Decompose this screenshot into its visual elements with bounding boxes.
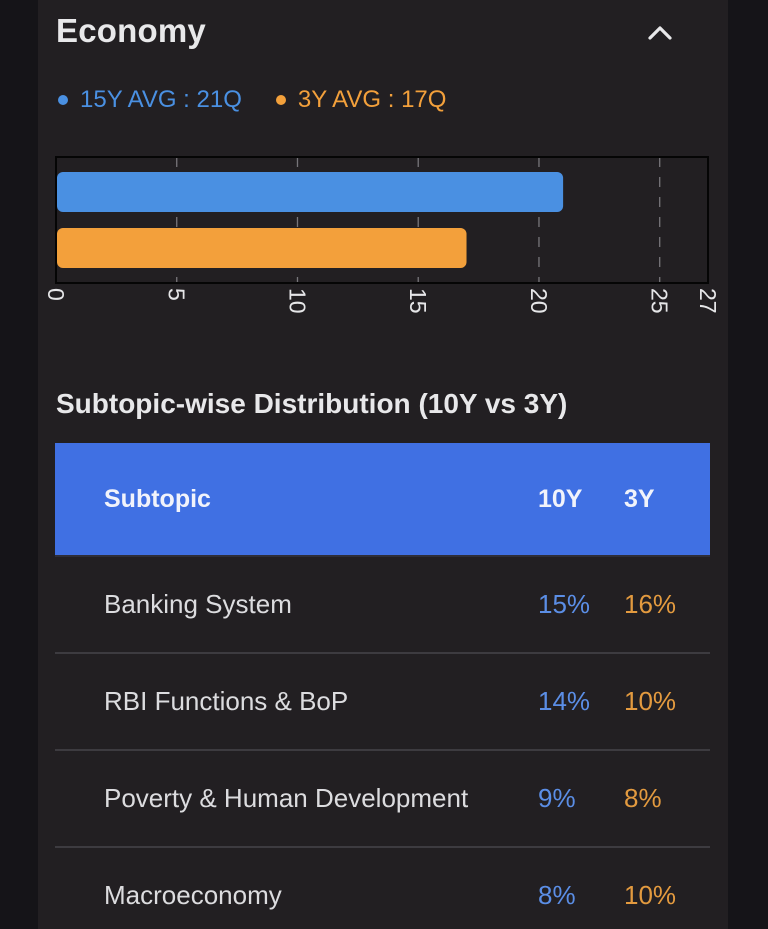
- tick-label: 25: [647, 288, 673, 314]
- row-10y-value: 14%: [538, 686, 591, 716]
- bar-15y-avg: [57, 172, 564, 212]
- tick-label: 0: [43, 288, 69, 301]
- legend-item-15y: 15Y AVG : 21Q: [58, 86, 242, 114]
- header-subtopic: Subtopic: [104, 484, 211, 513]
- chevron-up-icon: [648, 26, 672, 40]
- table-row: Macroeconomy 8% 10%: [55, 848, 710, 929]
- row-3y-value: 10%: [624, 880, 677, 910]
- table-row: Poverty & Human Development 9% 8%: [55, 751, 710, 848]
- row-subtopic: Poverty & Human Development: [104, 783, 469, 813]
- row-subtopic: Macroeconomy: [104, 880, 282, 910]
- row-3y-value: 16%: [624, 589, 677, 619]
- tick-label: 5: [164, 288, 190, 301]
- distribution-table: Subtopic 10Y 3Y Banking System 15% 16% R…: [55, 443, 710, 929]
- distribution-title: Subtopic-wise Distribution (10Y vs 3Y): [56, 388, 568, 419]
- legend-dot-icon: [58, 95, 68, 105]
- row-3y-value: 10%: [624, 686, 677, 716]
- header-3y: 3Y: [624, 484, 655, 513]
- section-title: Economy: [56, 12, 206, 49]
- bar-chart: 0 5 10 15 20 25 27: [43, 156, 721, 314]
- row-10y-value: 8%: [538, 880, 576, 910]
- collapse-button[interactable]: [640, 16, 680, 50]
- chart-legend: 15Y AVG : 21Q 3Y AVG : 17Q: [58, 86, 480, 114]
- row-10y-value: 9%: [538, 783, 576, 813]
- row-3y-value: 8%: [624, 783, 662, 813]
- tick-label: 10: [284, 288, 310, 314]
- table-header: Subtopic 10Y 3Y: [55, 443, 710, 557]
- legend-dot-icon: [275, 95, 286, 105]
- bar-3y-avg: [57, 228, 467, 268]
- legend-label: 3Y AVG : 17Q: [297, 86, 447, 113]
- table-row: Banking System 15% 16%: [55, 557, 710, 654]
- tick-label: 27: [695, 288, 721, 314]
- row-subtopic: RBI Functions & BoP: [104, 686, 349, 716]
- row-subtopic: Banking System: [104, 589, 292, 619]
- table-row: RBI Functions & BoP 14% 10%: [55, 654, 710, 751]
- tick-label: 20: [526, 288, 552, 314]
- legend-label: 15Y AVG : 21Q: [80, 86, 242, 113]
- tick-label: 15: [405, 288, 431, 314]
- plot-frame: [55, 156, 709, 284]
- header-10y: 10Y: [538, 484, 583, 513]
- legend-item-3y: 3Y AVG : 17Q: [275, 86, 447, 114]
- row-10y-value: 15%: [538, 589, 591, 619]
